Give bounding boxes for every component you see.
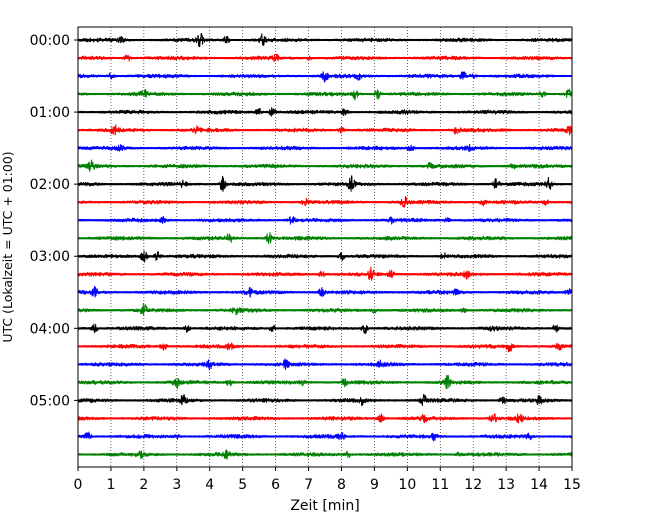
y-tick-label: 01:00 — [30, 105, 70, 121]
x-tick-label: 1 — [106, 477, 115, 493]
x-tick-label: 3 — [172, 477, 181, 493]
y-tick-label: 04:00 — [30, 321, 70, 337]
x-tick-label: 6 — [271, 477, 280, 493]
y-axis-ticks: 00:00 01:00 02:00 03:00 04:00 05:00 — [30, 33, 78, 409]
x-axis-label: Zeit [min] — [290, 498, 359, 514]
x-tick-label: 9 — [370, 477, 379, 493]
x-tick-label: 13 — [497, 477, 515, 493]
x-tick-label: 10 — [398, 477, 416, 493]
x-tick-label: 2 — [139, 477, 148, 493]
x-tick-label: 12 — [464, 477, 482, 493]
x-tick-label: 0 — [74, 477, 83, 493]
y-tick-label: 03:00 — [30, 249, 70, 265]
x-tick-label: 14 — [530, 477, 548, 493]
y-tick-label: 05:00 — [30, 393, 70, 409]
y-tick-label: 02:00 — [30, 177, 70, 193]
x-axis-ticks: 0 1 2 3 4 5 6 7 8 9 10 11 12 13 14 15 — [74, 467, 581, 493]
y-tick-label: 00:00 — [30, 33, 70, 49]
trace-layer — [77, 33, 573, 460]
y-axis-label: UTC (Lokalzeit = UTC + 01:00) — [0, 151, 15, 342]
x-tick-label: 15 — [563, 477, 581, 493]
x-tick-label: 7 — [304, 477, 313, 493]
seismogram-trace-row-17 — [77, 342, 573, 353]
grid-layer — [110, 27, 540, 467]
plot-frame — [77, 26, 573, 468]
x-tick-label: 4 — [205, 477, 214, 493]
x-tick-label: 5 — [238, 477, 247, 493]
x-tick-label: 8 — [337, 477, 346, 493]
x-tick-label: 11 — [431, 477, 449, 493]
